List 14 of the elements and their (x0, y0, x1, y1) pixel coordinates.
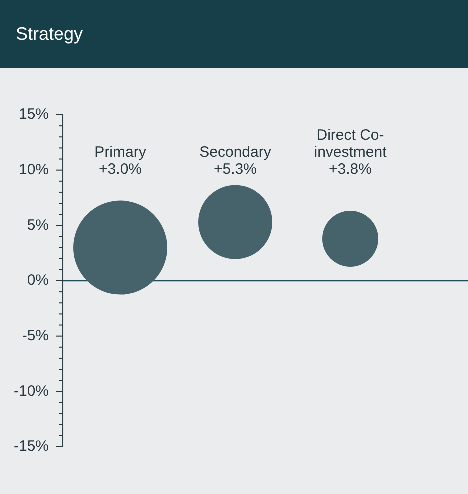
y-tick-label: 0% (27, 272, 50, 290)
data-label: +3.8% (329, 160, 372, 178)
data-label: +3.0% (99, 160, 142, 178)
x-tick-label: Direct Co-investment (314, 126, 388, 161)
chart-title: Strategy (0, 0, 468, 68)
y-tick-label: 15% (18, 106, 50, 124)
x-tick-label: Primary (94, 144, 147, 161)
x-tick-label: Secondary (200, 144, 272, 161)
y-tick-label: 10% (18, 161, 50, 178)
y-tick-label: 5% (27, 216, 50, 234)
y-tick-label: -10% (14, 382, 50, 400)
y-tick-label: -15% (14, 438, 50, 456)
data-label: +5.3% (214, 160, 257, 178)
y-tick-label: -5% (22, 327, 50, 344)
